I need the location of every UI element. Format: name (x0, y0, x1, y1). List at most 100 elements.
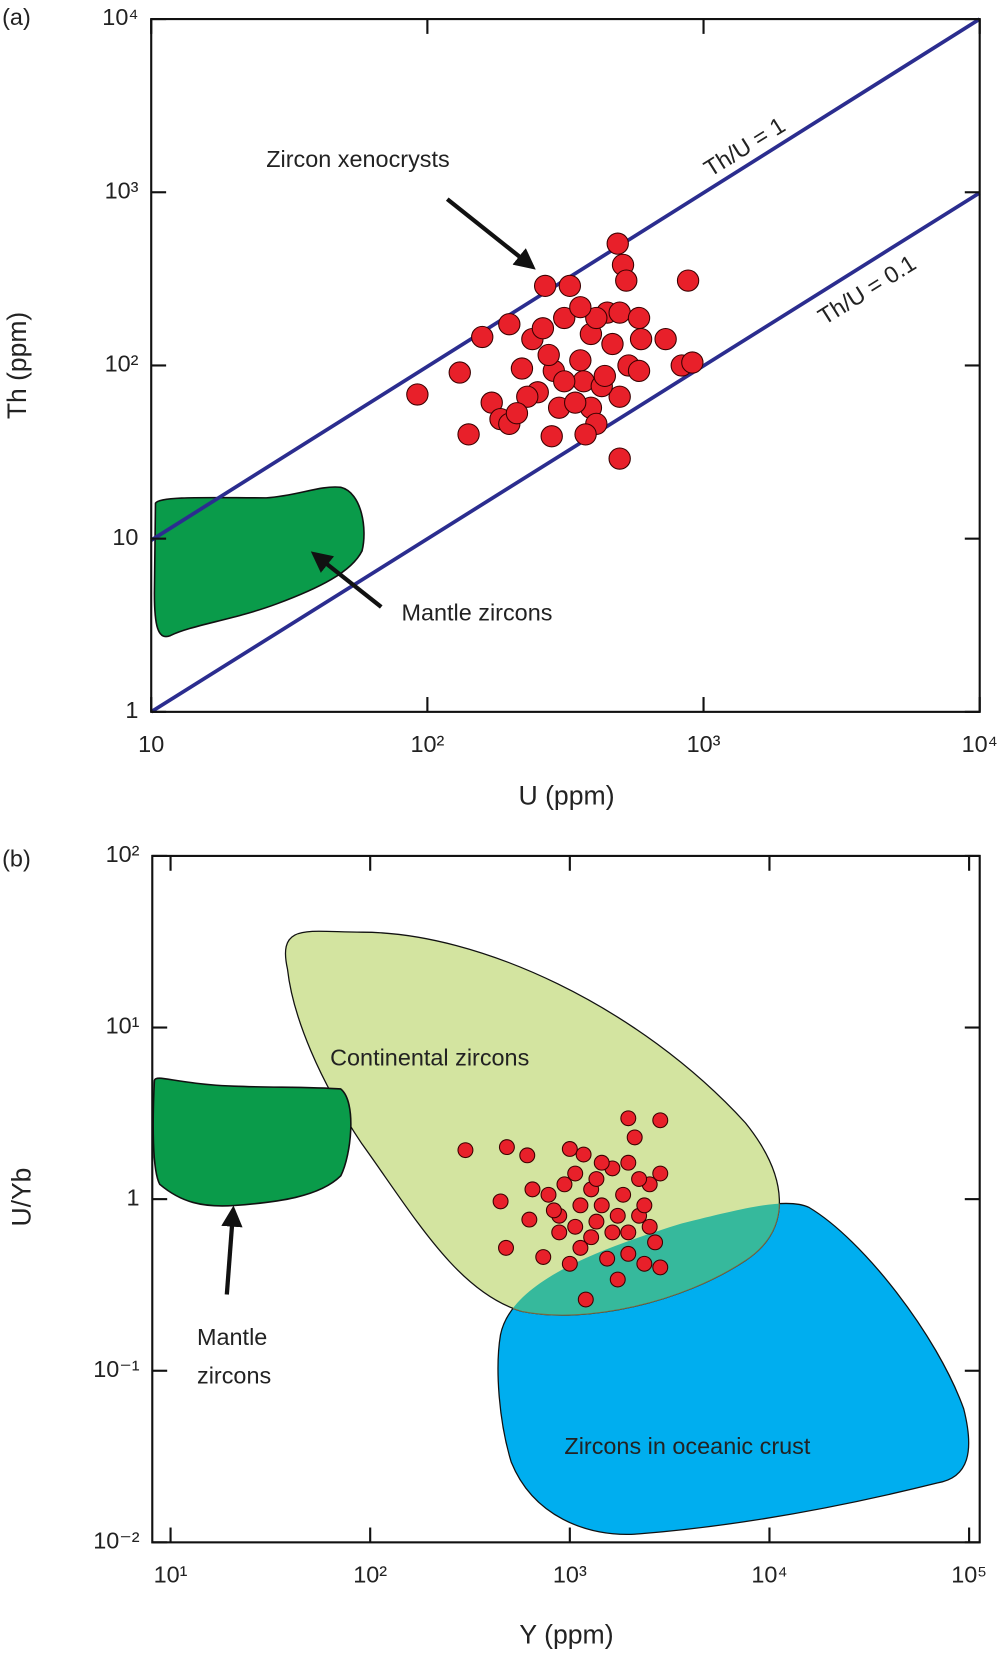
point (406, 383, 429, 406)
point (572, 1239, 589, 1256)
point (593, 1197, 610, 1214)
y-tick-label: 10⁻¹ (93, 1356, 139, 1382)
panel-label: (b) (2, 845, 31, 871)
x-tick-label: 10³ (553, 1561, 587, 1587)
point (588, 1213, 605, 1230)
point (540, 1186, 557, 1203)
point (569, 349, 592, 372)
point (599, 1250, 616, 1267)
x-tick-label: 10⁴ (751, 1561, 787, 1587)
y-tick-label: 1 (126, 1184, 139, 1210)
point (583, 1229, 600, 1246)
point (652, 1112, 669, 1129)
x-tick-label: 10 (138, 731, 164, 757)
point (606, 232, 629, 255)
point (519, 1147, 536, 1164)
point (620, 1224, 637, 1241)
panel-label: (a) (2, 4, 31, 30)
point (620, 1154, 637, 1171)
point (537, 343, 560, 367)
y-tick-label: 10¹ (106, 1013, 140, 1039)
point (521, 1211, 538, 1228)
y-tick-label: 10⁴ (102, 4, 138, 30)
x-tick-label: 10³ (687, 731, 721, 757)
point (572, 1197, 589, 1214)
x-tick-label: 10² (410, 731, 444, 757)
point (604, 1224, 621, 1241)
point (608, 385, 631, 408)
point (524, 1181, 541, 1198)
x-tick-label: 10⁵ (951, 1561, 987, 1587)
y-tick-label: 10³ (105, 177, 139, 203)
mantle-region (153, 486, 365, 638)
mantle-region (152, 1077, 352, 1207)
point (620, 1110, 637, 1127)
annotation: zircons (197, 1362, 271, 1388)
y-tick-label: 10⁻² (93, 1528, 139, 1554)
point (540, 425, 563, 448)
x-tick-label: 10² (353, 1561, 387, 1587)
y-tick-label: 10² (106, 841, 140, 867)
point (608, 447, 631, 470)
point (498, 1139, 515, 1156)
point (505, 402, 529, 425)
point (652, 1259, 669, 1276)
point (629, 327, 653, 351)
point (567, 1218, 584, 1235)
x-tick-label: 10¹ (154, 1561, 188, 1587)
y-tick-label: 1 (125, 697, 138, 723)
y-tick-label: 10² (105, 351, 139, 377)
annotation: Zircon xenocrysts (266, 146, 450, 172)
point (545, 1202, 562, 1219)
y-tick-label: 10 (112, 524, 138, 550)
point (567, 1165, 584, 1182)
point (615, 269, 638, 292)
x-axis-label: Y (ppm) (519, 1620, 613, 1650)
annotation: Zircons in oceanic crust (564, 1433, 811, 1459)
point (564, 391, 587, 414)
arrow (310, 551, 383, 609)
arrow (445, 197, 536, 270)
ratio-line (150, 191, 981, 714)
point (553, 370, 576, 393)
point (636, 1197, 653, 1214)
point (627, 359, 651, 383)
point (585, 306, 608, 330)
y-axis-label: U/Yb (6, 1168, 36, 1227)
point (609, 1271, 626, 1288)
point (575, 1146, 592, 1163)
point (492, 1193, 509, 1210)
point (626, 1129, 643, 1146)
point (561, 1255, 578, 1272)
point (647, 1234, 664, 1251)
point (533, 274, 557, 298)
point (553, 306, 576, 330)
point (558, 274, 582, 298)
point (615, 1186, 632, 1203)
point (510, 357, 534, 380)
point (631, 1171, 648, 1187)
point (561, 1141, 578, 1157)
point (681, 351, 704, 374)
point (676, 269, 700, 292)
point (641, 1218, 658, 1235)
point (471, 325, 494, 349)
point (620, 1245, 637, 1262)
y-axis-label: Th (ppm) (2, 312, 32, 419)
arrow (221, 1205, 243, 1295)
point (556, 1176, 573, 1193)
x-axis-label: U (ppm) (518, 781, 614, 811)
point (531, 317, 555, 340)
point (627, 306, 651, 330)
point (609, 1207, 626, 1224)
plot-frame (150, 18, 981, 713)
point (498, 313, 521, 336)
annotation: Mantle zircons (401, 600, 552, 626)
point (457, 423, 480, 446)
point (457, 1142, 474, 1159)
point (652, 1165, 669, 1182)
point (498, 1239, 514, 1256)
annotation: Continental zircons (330, 1045, 529, 1071)
point (636, 1255, 653, 1272)
